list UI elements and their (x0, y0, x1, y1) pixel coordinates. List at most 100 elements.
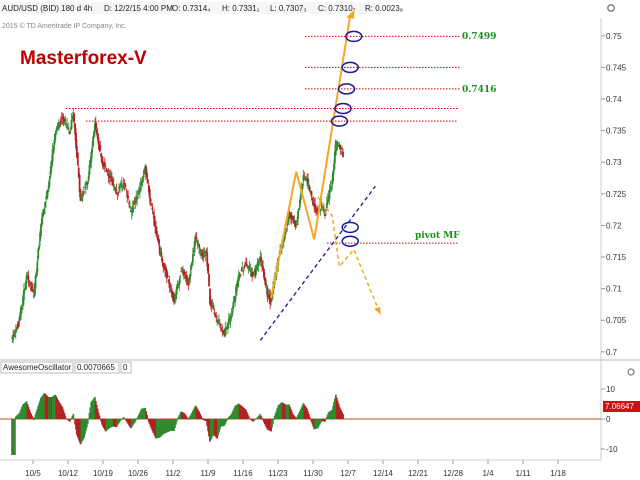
osc-bar (325, 419, 327, 420)
candle-body (29, 283, 32, 284)
osc-extra: 0 (123, 363, 128, 372)
candle-body (165, 267, 167, 272)
candle-body (206, 252, 209, 267)
candle-body (262, 266, 264, 269)
candle-body (222, 330, 225, 335)
osc-bar (185, 416, 188, 419)
osc-bar (69, 419, 72, 420)
candle-body (321, 206, 324, 208)
osc-bar (294, 417, 297, 419)
candle-body (225, 327, 228, 329)
candle-body (19, 312, 22, 318)
osc-bar (65, 418, 68, 419)
oscillator-panel (0, 393, 601, 455)
osc-bar (200, 415, 202, 419)
level-circle (334, 102, 352, 115)
price-tick-label: 0.705 (606, 316, 627, 325)
candle-body (106, 170, 109, 172)
candle-body (189, 274, 192, 280)
candle-body (336, 143, 339, 147)
candle-body (12, 335, 14, 341)
candle-body (73, 113, 76, 122)
osc-bar (72, 414, 75, 419)
candle-body (235, 287, 237, 295)
osc-bar (99, 418, 102, 420)
candle-body (127, 195, 130, 199)
candle-body (77, 167, 80, 178)
candle-body (126, 194, 129, 198)
osc-bar (64, 415, 67, 419)
panel-settings-icon[interactable] (607, 4, 615, 12)
time-tick-label: 11/2 (166, 469, 182, 478)
candle-body (183, 271, 186, 274)
price-tick-label: 0.745 (606, 63, 627, 72)
candle-body (176, 286, 179, 288)
candle-body (43, 208, 46, 215)
candle-body (236, 279, 239, 288)
level-circle (341, 235, 359, 247)
candle-body (27, 275, 30, 280)
candle-body (315, 210, 317, 212)
candle-body (33, 283, 36, 297)
candle-body (163, 264, 166, 269)
osc-bar (146, 414, 148, 419)
level-circle (330, 115, 349, 127)
candle-body (151, 207, 154, 211)
candle-body (41, 213, 44, 218)
candle-body (174, 294, 177, 300)
candle-body (311, 198, 314, 202)
candle-body (196, 240, 199, 244)
candle-body (169, 285, 172, 287)
candle-body (52, 146, 55, 154)
candle-body (297, 210, 299, 219)
candle-body (36, 261, 39, 272)
candle-body (166, 275, 169, 278)
candle-body (139, 182, 142, 191)
candle-body (298, 199, 301, 208)
candle-body (227, 323, 229, 329)
osc-bar (187, 419, 190, 420)
candle-body (51, 149, 54, 162)
osc-last-value-badge: 7.06647 (603, 401, 640, 412)
time-tick-label: 12/28 (443, 469, 464, 478)
open-label: O: 0.7314₄ (172, 4, 210, 13)
osc-bar (120, 419, 123, 420)
candle-body (247, 267, 250, 270)
candle-body (197, 243, 200, 246)
osc-last-value: 7.06647 (605, 402, 634, 411)
candle-body (114, 191, 117, 193)
candle-body (133, 202, 136, 204)
candle-body (312, 201, 315, 205)
candle-body (15, 326, 18, 330)
osc-bar (147, 418, 149, 419)
candle-body (323, 210, 326, 213)
oscillator-settings-icon[interactable] (627, 368, 635, 376)
candle-body (177, 283, 180, 287)
candle-body (331, 179, 334, 185)
candle-body (100, 153, 103, 157)
candle-body (112, 184, 115, 188)
candle-body (58, 122, 60, 128)
candle-body (50, 160, 53, 167)
price-axis: 0.7 0.705 0.71 0.715 0.72 0.725 0.73 0.735 0.74 0… (601, 32, 627, 357)
candle-body (101, 156, 103, 163)
candle-body (326, 199, 329, 204)
candle-body (132, 206, 135, 210)
candle-body (86, 182, 89, 185)
candle-body (115, 189, 118, 191)
candle-body (314, 204, 317, 210)
candle-body (260, 257, 263, 261)
osc-bar (120, 419, 122, 421)
candle-body (218, 320, 220, 322)
candle-body (89, 162, 92, 167)
candle-body (136, 196, 139, 200)
candle-body (249, 269, 252, 272)
candle-body (21, 304, 23, 307)
candle-body (330, 187, 333, 190)
candle-body (47, 189, 50, 192)
osc-bar (226, 419, 228, 421)
candle-body (284, 231, 287, 235)
candle-body (307, 184, 310, 188)
candle-body (14, 329, 17, 333)
projection-up-arrowhead (346, 9, 355, 19)
